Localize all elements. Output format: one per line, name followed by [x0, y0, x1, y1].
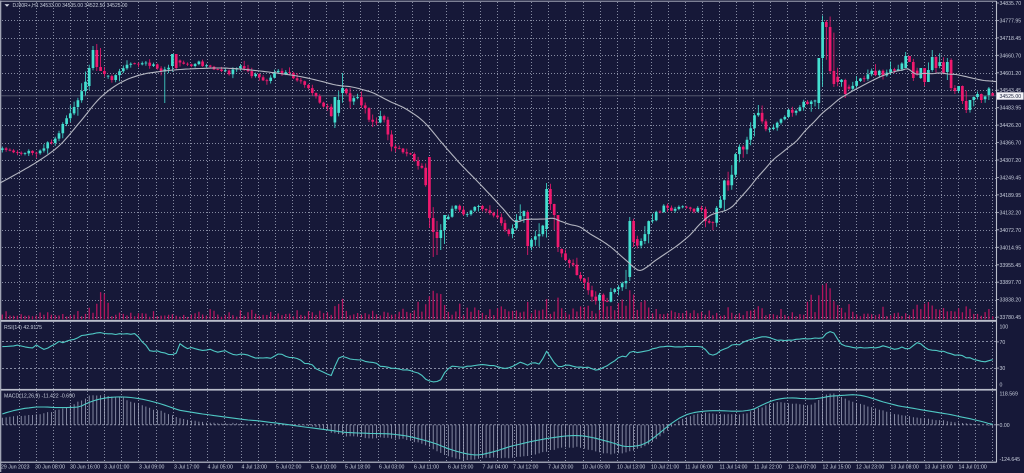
svg-text:30: 30 [1000, 366, 1006, 372]
svg-text:3 Jul 17:00: 3 Jul 17:00 [174, 465, 199, 471]
svg-text:34777.95: 34777.95 [1000, 18, 1022, 24]
svg-text:33838.20: 33838.20 [1000, 298, 1022, 304]
svg-text:29 Jun 2023: 29 Jun 2023 [1, 465, 30, 471]
svg-text:0: 0 [1000, 382, 1003, 388]
svg-text:34249.45: 34249.45 [1000, 176, 1022, 182]
svg-text:34189.95: 34189.95 [1000, 193, 1022, 199]
svg-text:6 Jul 11:00: 6 Jul 11:00 [414, 465, 439, 471]
svg-text:-124.645: -124.645 [1000, 457, 1021, 463]
svg-text:10 Jul 13:00: 10 Jul 13:00 [617, 465, 645, 471]
svg-text:70: 70 [1000, 340, 1006, 346]
svg-text:12 Jul 23:00: 12 Jul 23:00 [856, 465, 884, 471]
svg-text:7 Jul 04:00: 7 Jul 04:00 [483, 465, 508, 471]
svg-text:RSI(14) 42.9175: RSI(14) 42.9175 [4, 325, 42, 331]
svg-text:12 Jul 07:00: 12 Jul 07:00 [788, 465, 816, 471]
svg-text:11 Jul 06:00: 11 Jul 06:00 [685, 465, 713, 471]
svg-text:7 Jul 20:00: 7 Jul 20:00 [548, 465, 573, 471]
svg-text:14 Jul 01:00: 14 Jul 01:00 [959, 465, 987, 471]
svg-text:34072.70: 34072.70 [1000, 228, 1022, 234]
svg-text:34525.00: 34525.00 [1000, 94, 1022, 100]
svg-text:100: 100 [1000, 325, 1009, 331]
svg-text:34014.95: 34014.95 [1000, 245, 1022, 251]
svg-text:0.00: 0.00 [1000, 423, 1010, 429]
svg-text:6 Jul 03:00: 6 Jul 03:00 [379, 465, 404, 471]
svg-text:34483.95: 34483.95 [1000, 106, 1022, 112]
svg-text:34543.45: 34543.45 [1000, 88, 1022, 94]
svg-text:34307.20: 34307.20 [1000, 158, 1022, 164]
svg-text:33780.45: 33780.45 [1000, 315, 1022, 321]
svg-text:5 Jul 18:00: 5 Jul 18:00 [345, 465, 370, 471]
svg-text:5 Jul 02:00: 5 Jul 02:00 [276, 465, 301, 471]
svg-text:33955.45: 33955.45 [1000, 263, 1022, 269]
svg-text:118.569: 118.569 [1000, 392, 1018, 398]
svg-text:3 Jul 09:00: 3 Jul 09:00 [139, 465, 164, 471]
svg-text:3 Jul 01:00: 3 Jul 01:00 [104, 465, 129, 471]
svg-text:11 Jul 14:00: 11 Jul 14:00 [720, 465, 748, 471]
svg-text:34660.70: 34660.70 [1000, 53, 1022, 59]
svg-text:4 Jul 05:00: 4 Jul 05:00 [208, 465, 233, 471]
svg-text:12 Jul 15:00: 12 Jul 15:00 [823, 465, 851, 471]
svg-text:5 Jul 10:00: 5 Jul 10:00 [311, 465, 336, 471]
svg-text:30 Jun 08:00: 30 Jun 08:00 [35, 465, 65, 471]
svg-text:10 Jul 21:00: 10 Jul 21:00 [651, 465, 679, 471]
svg-text:34132.20: 34132.20 [1000, 210, 1022, 216]
svg-text:30 Jun 16:00: 30 Jun 16:00 [70, 465, 100, 471]
svg-text:MACD(12,26,9) -11.422 -0.690: MACD(12,26,9) -11.422 -0.690 [4, 393, 75, 399]
svg-text:7 Jul 12:00: 7 Jul 12:00 [513, 465, 538, 471]
svg-text:34718.45: 34718.45 [1000, 36, 1022, 42]
svg-text:4 Jul 13:00: 4 Jul 13:00 [242, 465, 267, 471]
svg-text:34426.20: 34426.20 [1000, 123, 1022, 129]
svg-text:6 Jul 19:00: 6 Jul 19:00 [448, 465, 473, 471]
svg-text:34601.20: 34601.20 [1000, 71, 1022, 77]
svg-text:34835.70: 34835.70 [1000, 1, 1022, 7]
svg-text:DJ30R+,H1 34533.00 34535.00 34: DJ30R+,H1 34533.00 34535.00 34522.50 345… [13, 3, 128, 9]
svg-text:34366.70: 34366.70 [1000, 141, 1022, 147]
svg-text:13 Jul 16:00: 13 Jul 16:00 [925, 465, 953, 471]
svg-text:11 Jul 22:00: 11 Jul 22:00 [754, 465, 782, 471]
svg-text:33897.70: 33897.70 [1000, 280, 1022, 286]
svg-text:13 Jul 08:00: 13 Jul 08:00 [891, 465, 919, 471]
svg-text:10 Jul 05:00: 10 Jul 05:00 [582, 465, 610, 471]
